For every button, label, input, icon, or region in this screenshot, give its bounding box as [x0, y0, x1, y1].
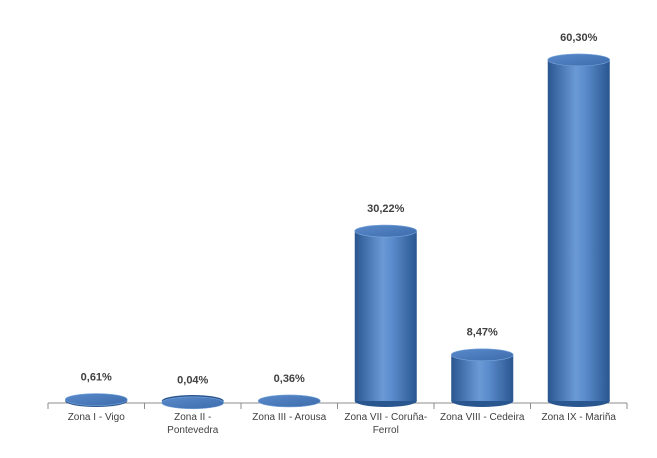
bar: [547, 59, 610, 401]
bar-top: [257, 394, 321, 408]
bar-top: [161, 396, 225, 410]
value-label: 0,36%: [274, 373, 305, 385]
value-label: 30,22%: [367, 203, 405, 215]
bar: [354, 231, 417, 401]
x-tick-label: Zona II - Pontevedra: [167, 412, 219, 436]
x-tick-label: Zona III - Arousa: [252, 412, 327, 423]
bar-top: [450, 348, 514, 362]
x-tick-label: Zona VII - Coruña-Ferrol: [344, 412, 428, 436]
value-label: 0,61%: [81, 371, 112, 383]
bar-top: [64, 393, 128, 406]
bar: [451, 354, 514, 401]
value-label: 8,47%: [467, 327, 498, 339]
bar-top: [547, 53, 611, 67]
x-tick-label: Zona I - Vigo: [67, 412, 125, 423]
value-label: 0,04%: [177, 375, 208, 387]
value-label: 60,30%: [560, 32, 598, 44]
x-tick-label: Zona VIII - Cedeira: [440, 412, 525, 423]
x-tick-label: Zona IX - Mariña: [541, 412, 616, 423]
bar-top: [354, 224, 418, 238]
